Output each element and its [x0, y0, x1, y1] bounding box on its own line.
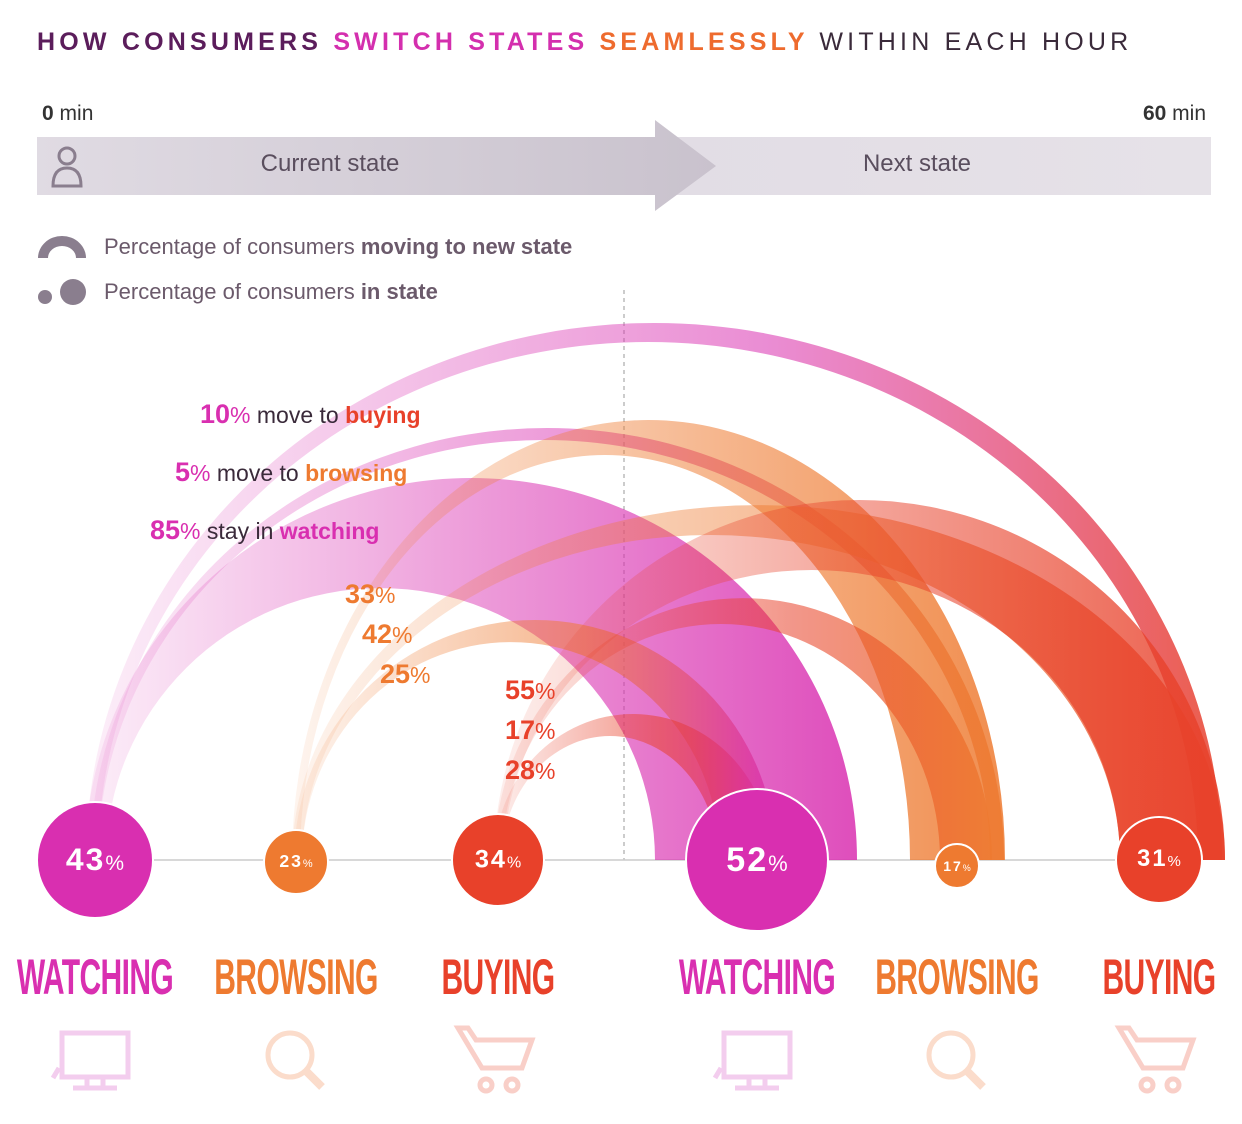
legend-bold: moving to new state [360, 234, 573, 259]
timeline-start: 0 min [42, 102, 93, 126]
bubble-unit: % [105, 852, 125, 876]
flow-label-browsing-to-buying: 42% [362, 620, 413, 649]
bubble-unit: % [1167, 853, 1181, 871]
flow-label-watching-to-buying: 10% move to buying [200, 400, 421, 429]
next-state-label: Next state [862, 150, 972, 177]
next-value-buying: 31% [1137, 846, 1181, 873]
dot-small-icon [38, 290, 52, 304]
flow-text: move to [210, 460, 306, 486]
start-unit: min [59, 102, 94, 125]
flow-unit: % [230, 402, 251, 428]
flow-target: buying [345, 402, 421, 428]
flow-band-browsing-to-watching [294, 620, 776, 860]
magnifier-icon [265, 1030, 325, 1090]
bubble-unit: % [768, 851, 788, 876]
flow-value: 33 [345, 579, 376, 609]
flow-value: 42 [362, 619, 393, 649]
bubble-unit: % [506, 854, 522, 872]
bubble-value: 34 [474, 845, 507, 874]
current-state-label: Current state [260, 150, 400, 177]
next-value-browsing: 17% [943, 859, 971, 873]
current-bubble-browsing [263, 829, 329, 895]
title-part: WITHIN EACH HOUR [819, 28, 1133, 56]
current-value-browsing: 23% [279, 851, 313, 872]
flow-unit: % [190, 460, 211, 486]
flow-band-buying-to-watching [494, 714, 772, 860]
flow-unit: % [535, 758, 556, 784]
flow-unit: % [410, 662, 431, 688]
flow-unit: % [180, 518, 201, 544]
flow-target: browsing [305, 460, 408, 486]
flow-value: 28 [505, 755, 536, 785]
title-part: SWITCH STATES [333, 28, 600, 56]
timeline-end: 60 min [1143, 102, 1206, 126]
page-title: HOW CONSUMERS SWITCH STATES SEAMLESSLY W… [37, 28, 1132, 57]
next-value-watching: 52% [726, 843, 787, 877]
timeline-arrow [37, 120, 716, 211]
flow-unit: % [392, 622, 413, 648]
bubble-value: 23 [279, 851, 303, 872]
next-bubble-browsing [934, 843, 980, 889]
bubble-unit: % [962, 863, 971, 873]
flow-band-buying-to-buying [494, 499, 1225, 860]
current-state-label-watching: WATCHING [16, 949, 174, 1005]
legend-text: Percentage of consumers [104, 234, 361, 259]
next-bubble-watching [685, 788, 829, 932]
person-icon [51, 146, 83, 188]
next-bubble-buying [1115, 816, 1203, 904]
current-bubble-watching [36, 801, 154, 919]
flow-label-buying-to-browsing: 17% [505, 716, 556, 745]
flow-target: watching [279, 518, 380, 544]
flow-value: 25 [380, 659, 411, 689]
current-value-watching: 43% [65, 841, 125, 878]
next-state-label-watching: WATCHING [678, 949, 836, 1005]
bubble-unit: % [302, 858, 313, 871]
start-value: 0 [42, 102, 54, 125]
current-value-buying: 34% [475, 847, 521, 872]
title-part: SEAMLESSLY [599, 28, 820, 56]
flow-label-watching-to-watching: 85% stay in watching [150, 516, 379, 545]
title-part: HOW CONSUMERS [37, 28, 334, 56]
flow-value: 5 [175, 457, 191, 487]
flow-unit: % [535, 678, 556, 704]
dot-large-icon [60, 279, 86, 305]
flow-unit: % [375, 582, 396, 608]
current-state-label-buying: BUYING [441, 949, 555, 1005]
bubble-value: 31 [1137, 846, 1168, 873]
flow-label-browsing-to-browsing: 33% [345, 580, 396, 609]
end-value: 60 [1142, 102, 1167, 125]
monitor-icon [50, 1030, 131, 1091]
flow-value: 85 [150, 515, 181, 545]
flow-value: 17 [505, 715, 536, 745]
legend-moving: Percentage of consumers moving to new st… [104, 234, 572, 260]
flow-text: move to [250, 402, 346, 428]
flow-value: 55 [505, 675, 536, 705]
flow-label-buying-to-buying: 55% [505, 676, 556, 705]
current-bubble-buying [451, 813, 545, 907]
legend-in-state: Percentage of consumers in state [104, 279, 438, 305]
next-state-label-browsing: BROWSING [875, 949, 1039, 1005]
flow-text: stay in [200, 518, 280, 544]
monitor-icon [712, 1030, 793, 1091]
legend-text: Percentage of consumers [104, 279, 361, 304]
flow-label-browsing-to-watching: 25% [380, 660, 431, 689]
flow-value: 10 [200, 399, 231, 429]
flow-unit: % [535, 718, 556, 744]
end-unit: min [1172, 102, 1206, 125]
flow-band-buying-to-browsing [494, 598, 992, 860]
current-state-label-browsing: BROWSING [214, 949, 378, 1005]
legend-bold: in state [360, 279, 438, 304]
bubble-value: 17 [943, 858, 963, 874]
bubble-value: 43 [65, 841, 106, 878]
magnifier-icon [926, 1030, 986, 1090]
bubble-value: 52 [726, 841, 769, 879]
next-state-label-buying: BUYING [1102, 949, 1216, 1005]
flow-label-watching-to-browsing: 5% move to browsing [175, 458, 407, 487]
cart-icon [453, 1025, 536, 1094]
flow-label-buying-to-watching: 28% [505, 756, 556, 785]
half-ring-icon [38, 236, 86, 258]
cart-icon [1114, 1025, 1197, 1094]
